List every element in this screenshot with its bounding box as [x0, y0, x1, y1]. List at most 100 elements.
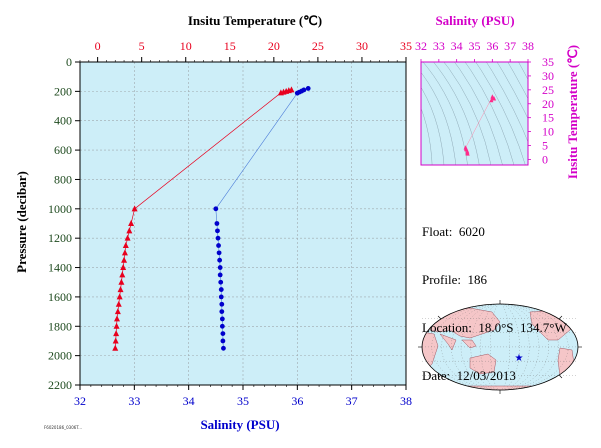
salinity-point [219, 323, 225, 329]
ts-temperature-tick-label: 25 [542, 83, 554, 97]
pressure-tick-label: 1000 [48, 202, 72, 216]
temperature-point [128, 220, 135, 226]
temperature-point [277, 89, 284, 96]
profile-number: Profile: 186 [422, 272, 487, 287]
salinity-point [217, 272, 223, 278]
ts-density-contour [433, 62, 480, 165]
map-longitude-line [480, 303, 520, 391]
map-longitude-line [460, 303, 540, 391]
temperature-tick-label: 20 [268, 39, 280, 53]
salinity-point [219, 301, 225, 307]
ts-density-contour [507, 62, 528, 100]
ts-temperature-tick-label: 10 [542, 125, 554, 139]
float-id: Float: 6020 [422, 224, 485, 239]
ts-density-contour [421, 72, 457, 165]
ts-density-contour [421, 86, 445, 165]
temperature-point [124, 234, 131, 241]
float-info: Float: 6020 Profile: 186 Location: 18.0°… [422, 192, 567, 400]
ts-salinity-tick-label: 37 [504, 39, 516, 53]
map-tick [437, 315, 442, 320]
profile-plot: 0200400600800100012001400160018002000220… [14, 13, 412, 432]
ts-point [463, 146, 468, 151]
ts-density-contour [421, 107, 433, 165]
salinity-point [220, 331, 226, 337]
ts-salinity-tick-label: 36 [486, 39, 498, 53]
pressure-tick-label: 1600 [48, 290, 72, 304]
ts-marks [463, 94, 497, 156]
ts-point [465, 151, 470, 156]
ts-density-contour [496, 62, 528, 120]
temperature-tick-label: 5 [139, 39, 145, 53]
ts-density-contour [486, 62, 528, 143]
salinity-point [215, 235, 221, 241]
salinity-point [294, 90, 300, 96]
salinity-point [219, 309, 225, 314]
map-ticks [418, 300, 582, 394]
pressure-tick-label: 400 [54, 114, 72, 128]
pressure-tick-label: 2000 [48, 349, 72, 363]
temperature-point [115, 300, 122, 307]
salinity-tick-label: 38 [400, 394, 412, 408]
temperature-tick-label: 0 [95, 39, 101, 53]
salinity-tick-label: 34 [183, 394, 195, 408]
pressure-tick-label: 1200 [48, 231, 72, 245]
temperature-point [131, 205, 138, 212]
salinity-tick-label: 36 [291, 394, 303, 408]
temperature-point [117, 286, 124, 293]
temperature-point [114, 315, 121, 322]
salinity-point [216, 243, 221, 248]
salinity-point [217, 265, 223, 270]
salinity-point [213, 206, 219, 212]
float-location-marker: ★ [515, 353, 524, 364]
temperature-point [112, 337, 119, 344]
ts-salinity-tick-label: 35 [469, 39, 481, 53]
pressure-tick-label: 800 [54, 172, 72, 186]
ts-point [489, 97, 494, 103]
temperature-tick-label: 15 [224, 39, 236, 53]
ts-salinity-tick-label: 32 [415, 39, 427, 53]
temperature-tick-label: 30 [356, 39, 368, 53]
ts-density-contour [422, 62, 468, 165]
salinity-point [214, 221, 220, 226]
ts-temperature-title: Insitu Temperature (℃) [565, 45, 580, 179]
temperature-tick-label: 25 [312, 39, 324, 53]
salinity-point [220, 338, 226, 344]
profile-ticks: 0200400600800100012001400160018002000220… [48, 39, 412, 408]
ts-connector-line [465, 96, 493, 148]
profile-marks [112, 86, 311, 351]
pressure-tick-label: 600 [54, 143, 72, 157]
file-stamp: F6020186_0306T... [44, 425, 83, 430]
temperature-point [119, 271, 126, 278]
float-location: Location: 18.0°S 134.7°W [422, 320, 567, 335]
map-tick [558, 374, 563, 379]
profile-grid [80, 62, 406, 385]
pressure-axis-title: Pressure (decibar) [14, 171, 29, 273]
temperature-point [116, 293, 123, 300]
temperature-axis-title: Insitu Temperature (℃) [188, 13, 322, 28]
profile-date: Date: 12/03/2013 [422, 368, 516, 383]
temperature-point [118, 278, 125, 285]
temperature-point [112, 344, 119, 351]
temperature-point [113, 322, 120, 329]
salinity-point [215, 228, 220, 234]
temperature-tick-label: 35 [400, 39, 412, 53]
pressure-tick-label: 2200 [48, 378, 72, 392]
salinity-point [216, 250, 222, 256]
ts-salinity-tick-label: 34 [451, 39, 463, 53]
temperature-tick-label: 10 [180, 39, 192, 53]
ts-salinity-tick-label: 33 [433, 39, 445, 53]
pressure-tick-label: 200 [54, 84, 72, 98]
pressure-tick-label: 1400 [48, 261, 72, 275]
temperature-point [121, 249, 128, 256]
temperature-point [120, 264, 127, 271]
ts-density-contour [454, 62, 503, 165]
ts-density-contour [475, 62, 526, 165]
salinity-point [219, 316, 225, 322]
temperature-point [113, 330, 120, 337]
location-map: ★ [418, 300, 582, 394]
ts-temperature-tick-label: 35 [542, 55, 554, 69]
temperature-point [122, 242, 129, 249]
salinity-point [305, 86, 311, 91]
